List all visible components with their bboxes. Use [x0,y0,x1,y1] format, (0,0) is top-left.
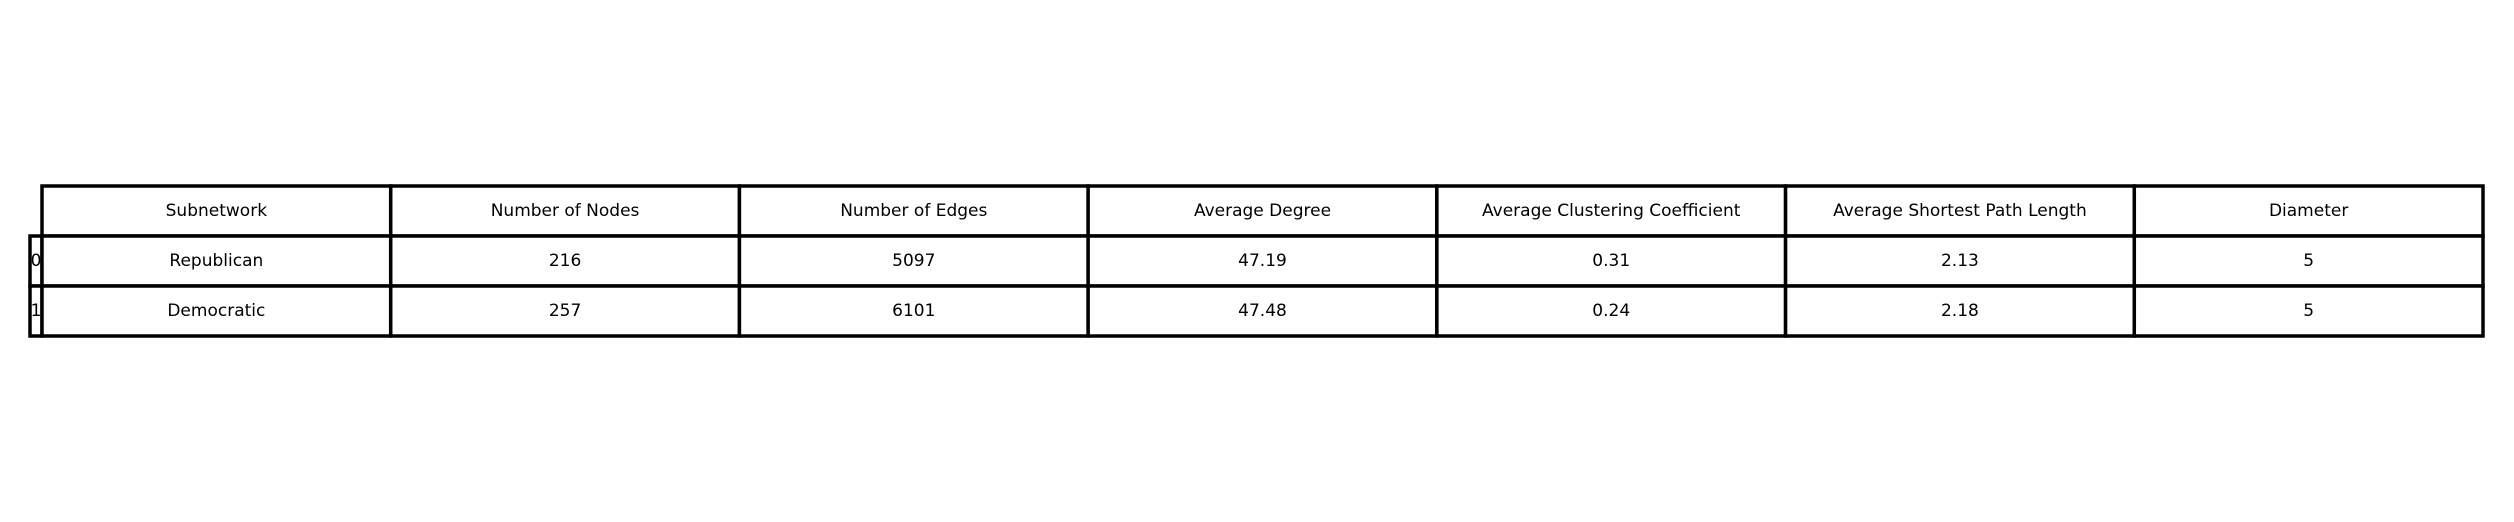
column-header: Average Degree [1194,201,1331,221]
cell-value: Republican [169,251,263,271]
table-cell [2132,284,2485,338]
table-text: Subnetwork Number of Nodes Number of Edges… [31,201,2349,321]
column-header: Number of Nodes [491,201,640,221]
column-header: Diameter [2269,201,2348,221]
cell-value: 5 [2303,251,2314,271]
cell-value: 257 [549,301,581,321]
column-header: Subnetwork [166,201,268,221]
column-header: Average Clustering Coefficient [1482,201,1741,221]
cell-value: Democratic [167,301,265,321]
cell-value: 5097 [892,251,935,271]
cell-value: 0.31 [1592,251,1630,271]
row-label: 0 [31,251,42,271]
cell-value: 2.13 [1941,251,1979,271]
table-cell [1783,234,2137,288]
table-cell [737,234,1090,288]
column-header: Average Shortest Path Length [1833,201,2087,221]
cell-value: 5 [2303,301,2314,321]
cell-value: 47.19 [1238,251,1287,271]
table-cell [2132,234,2485,288]
cell-value: 6101 [892,301,935,321]
cell-value: 47.48 [1238,301,1287,321]
cell-value: 2.18 [1941,301,1979,321]
table-cell [737,284,1090,338]
table-cells [28,184,2485,338]
header-cell [1783,184,2137,238]
cell-value: 0.24 [1592,301,1630,321]
cell-value: 216 [549,251,581,271]
table-cell [1435,234,1788,288]
column-header: Number of Edges [840,201,987,221]
table-cell [1086,284,1439,338]
table-cell [40,234,393,288]
row-label: 1 [31,301,42,321]
